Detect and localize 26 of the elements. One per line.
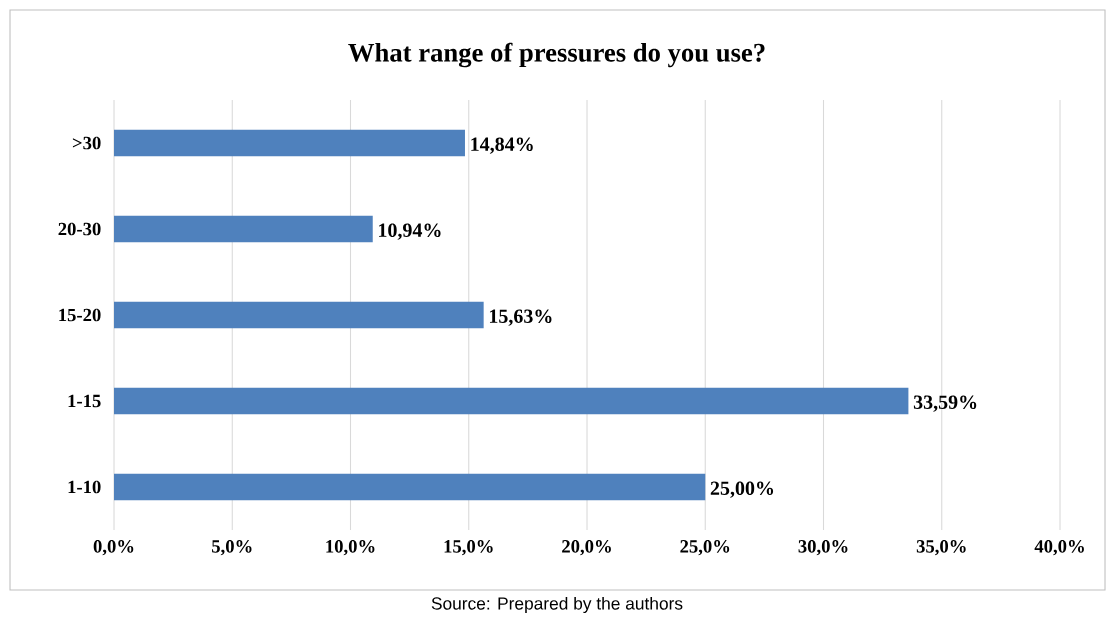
y-tick-label: 1-10 xyxy=(68,480,101,494)
x-tick-label: 20,0% xyxy=(562,540,611,556)
data-label: 10,94% xyxy=(379,223,441,241)
x-tick-label: 0,0% xyxy=(93,540,134,556)
bar xyxy=(114,473,706,501)
y-tick-label: >30 xyxy=(72,136,101,150)
bar xyxy=(114,215,373,243)
x-tick-label: 35,0% xyxy=(916,540,966,556)
x-tick-label: 5,0% xyxy=(212,540,252,556)
data-label: 15,63% xyxy=(489,309,552,327)
x-tick-label: 25,0% xyxy=(680,540,730,556)
source-note: Source: Prepared by the authors xyxy=(431,597,683,614)
bar xyxy=(114,301,484,329)
y-tick-label: 15-20 xyxy=(59,308,101,322)
x-tick-label: 15,0% xyxy=(444,540,493,556)
bar xyxy=(114,387,909,415)
x-tick-label: 10,0% xyxy=(326,540,375,556)
bar xyxy=(114,129,465,157)
y-tick-label: 1-15 xyxy=(68,394,101,408)
chart-title: What range of pressures do you use? xyxy=(348,42,765,68)
data-label: 14,84% xyxy=(471,137,533,155)
data-label: 33,59% xyxy=(913,395,977,413)
x-tick-label: 30,0% xyxy=(798,540,848,556)
y-tick-label: 20-30 xyxy=(58,222,101,236)
x-tick-label: 40,0% xyxy=(1034,540,1084,556)
data-label: 25,00% xyxy=(710,481,774,499)
